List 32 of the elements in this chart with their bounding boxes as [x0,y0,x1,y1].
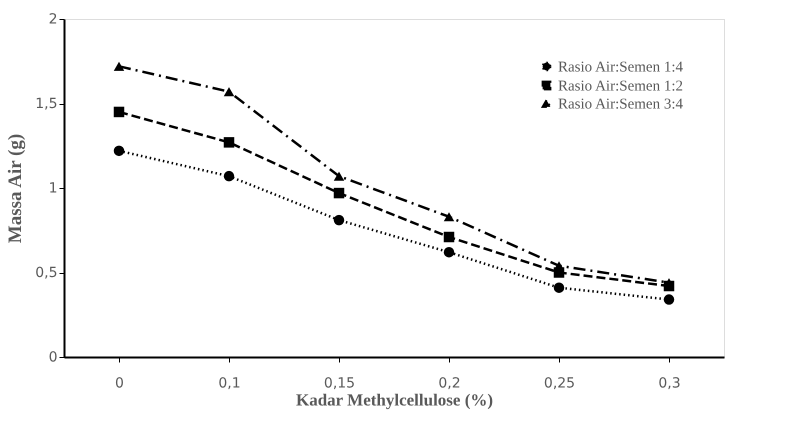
point [114,106,124,118]
legend-label: Rasio Air:Semen 1:2 [558,78,683,94]
point [114,62,124,71]
x-tick-label: 0,1 [218,376,241,392]
point [664,278,674,288]
point [334,214,344,226]
y-tick-label: 1 [48,180,58,196]
point [444,232,454,242]
point [664,294,674,305]
x-tick-label: 0,2 [438,376,461,392]
point [334,188,344,198]
point [224,87,234,96]
legend-label: Rasio Air:Semen 1:4 [558,60,684,76]
legend-label: Rasio Air:Semen 3:4 [558,96,684,112]
x-tick-label: 0,3 [658,376,681,392]
x-tick-label: 0,15 [324,376,356,392]
y-tick-label: 0,5 [35,265,58,281]
point [224,170,234,182]
point [444,212,454,222]
point [554,282,564,293]
point [554,261,564,270]
point [444,246,454,258]
y-tick-label: 2 [48,12,58,28]
y-tick-label: 1,5 [35,96,58,112]
x-tick-label: 0 [115,376,124,392]
point [224,137,234,148]
point [334,172,344,181]
point [114,146,124,156]
y-axis-title: Massa Air (g) [5,134,26,244]
x-axis-title: Kadar Methylcellulose (%) [296,390,494,410]
x-tick-label: 0,25 [544,376,576,392]
y-tick-label: 0 [48,350,58,366]
